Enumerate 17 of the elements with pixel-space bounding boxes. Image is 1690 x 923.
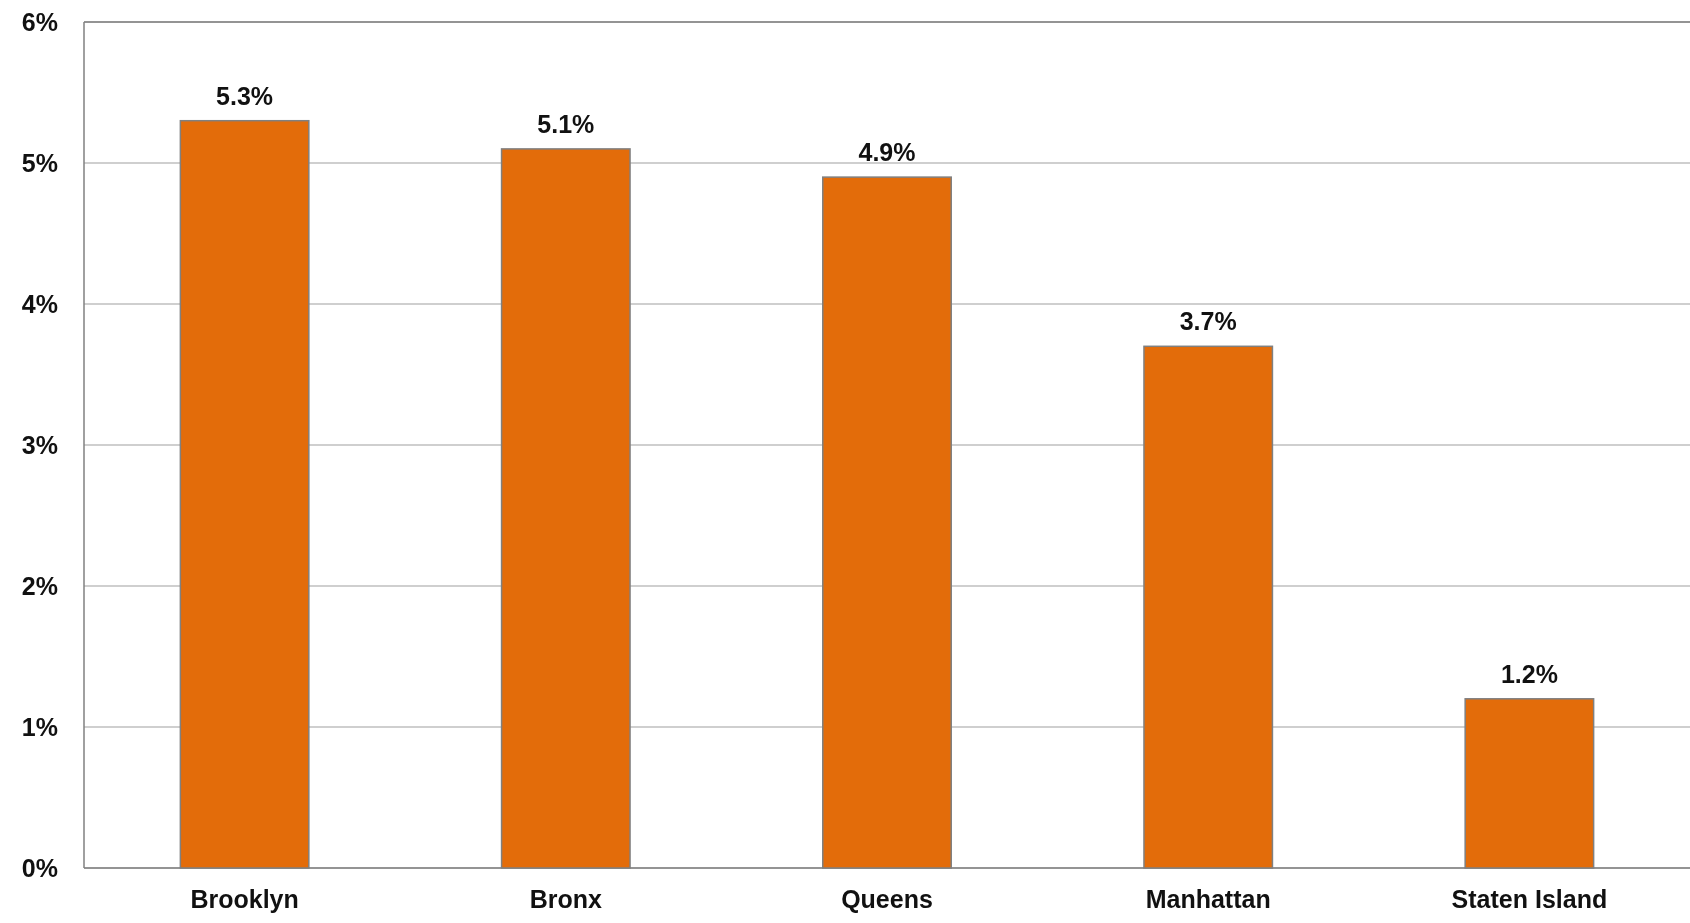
y-tick-label: 1%: [21, 712, 58, 741]
y-tick-label: 5%: [21, 148, 58, 177]
data-label: 5.3%: [216, 81, 274, 110]
y-tick-label: 2%: [21, 571, 58, 600]
data-label: 1.2%: [1500, 659, 1558, 688]
x-tick-label: Manhattan: [1145, 885, 1271, 913]
data-label: 4.9%: [858, 138, 916, 167]
x-tick-label: Bronx: [529, 885, 603, 913]
x-tick-label: Staten Island: [1451, 885, 1608, 913]
y-tick-label: 3%: [21, 430, 58, 459]
x-tick-label: Queens: [841, 885, 933, 913]
data-label: 5.1%: [537, 109, 595, 138]
y-tick-label: 0%: [21, 853, 58, 882]
data-label: 3.7%: [1179, 307, 1237, 336]
x-tick-label: Brooklyn: [190, 885, 299, 913]
y-tick-label: 6%: [21, 7, 58, 36]
y-tick-label: 4%: [21, 289, 58, 318]
